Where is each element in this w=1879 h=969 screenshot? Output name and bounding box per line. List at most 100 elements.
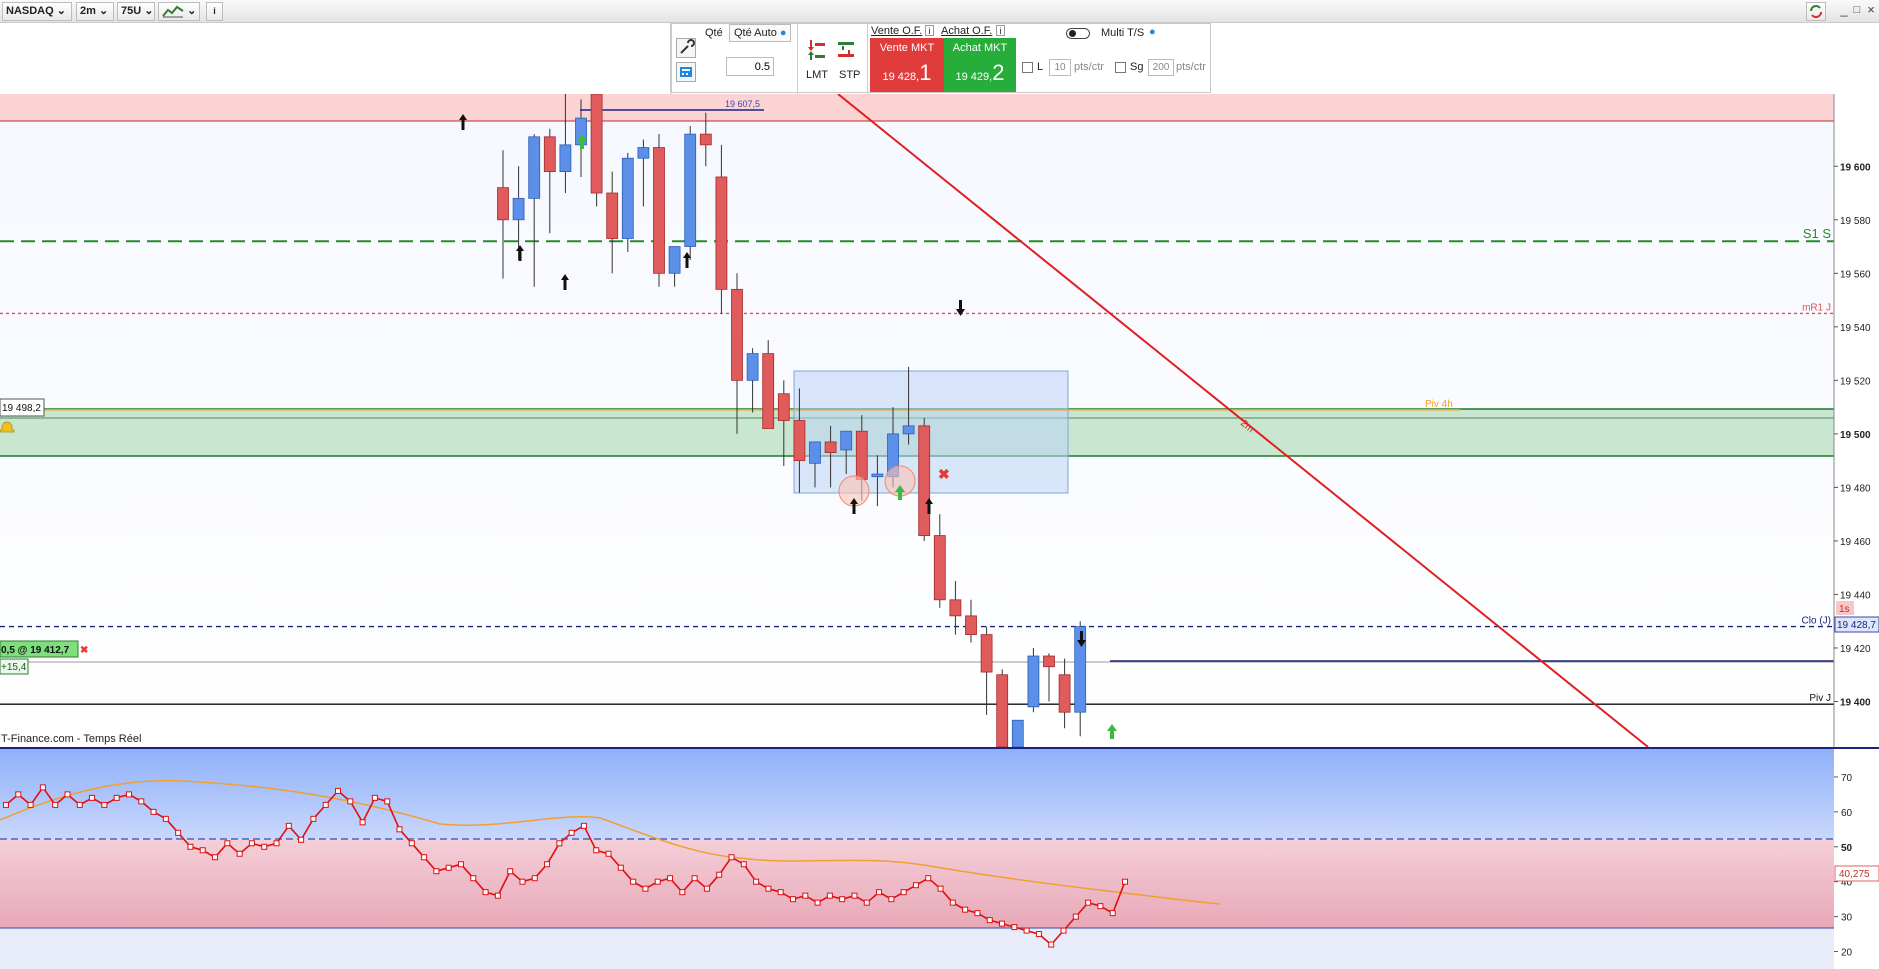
info-icon: i bbox=[213, 6, 216, 16]
last-price-badge-label: 1s bbox=[1839, 604, 1850, 615]
alert-tag[interactable] bbox=[0, 398, 45, 417]
candle bbox=[497, 187, 509, 221]
rsi-point bbox=[310, 815, 317, 822]
rsi-point bbox=[273, 840, 280, 847]
rsi-tick-label: 70 bbox=[1841, 773, 1853, 784]
rsi-overbought-zone bbox=[0, 749, 1834, 839]
chart-type-icon bbox=[162, 5, 184, 18]
arrow-up-icon bbox=[561, 274, 569, 290]
candle bbox=[980, 634, 993, 673]
rsi-point bbox=[457, 861, 464, 868]
candle bbox=[1011, 719, 1024, 748]
rsi-point bbox=[1122, 878, 1128, 885]
position-tag[interactable] bbox=[0, 640, 79, 658]
arrow-up-icon bbox=[683, 252, 691, 268]
rsi-point bbox=[679, 889, 686, 896]
rsi-point bbox=[101, 801, 108, 808]
pl-tag bbox=[0, 658, 29, 675]
rsi-point bbox=[298, 836, 305, 843]
close-icon[interactable]: × bbox=[1867, 2, 1875, 17]
rsi-point bbox=[347, 798, 354, 805]
rsi-point bbox=[187, 843, 194, 850]
calculator-icon bbox=[680, 67, 692, 77]
rsi-point bbox=[494, 892, 501, 899]
arrow-up-icon bbox=[459, 114, 467, 130]
symbol-label: NASDAQ bbox=[6, 5, 54, 17]
last-price-tag bbox=[1834, 616, 1879, 633]
sync-button[interactable] bbox=[1806, 2, 1826, 21]
buy-info-icon[interactable]: i bbox=[996, 25, 1005, 36]
rsi-point bbox=[740, 861, 747, 868]
rsi-point bbox=[667, 875, 674, 882]
price-axis[interactable]: 19 600 19 580 19 560 19 540 19 520 19 500 19 4… bbox=[1834, 162, 1871, 709]
price-tick-label: 19 420 bbox=[1840, 644, 1871, 655]
candle bbox=[777, 393, 790, 421]
stp-button[interactable] bbox=[835, 38, 859, 64]
rsi-point bbox=[765, 885, 772, 892]
candle bbox=[933, 535, 946, 601]
rsi-point bbox=[949, 899, 956, 906]
sell-of-label[interactable]: Vente O.F. bbox=[871, 25, 923, 37]
sg-checkbox[interactable] bbox=[1115, 62, 1126, 73]
rsi-point bbox=[1085, 899, 1092, 906]
candle bbox=[824, 441, 837, 454]
rsi-point bbox=[986, 917, 993, 924]
settings-button[interactable] bbox=[676, 38, 696, 58]
sg-input[interactable] bbox=[1148, 59, 1174, 76]
candle bbox=[1074, 626, 1087, 713]
timeframe-selector[interactable]: 2m ⌄ bbox=[76, 2, 114, 21]
close-position-icon[interactable]: ✖ bbox=[80, 645, 88, 656]
symbol-selector[interactable]: NASDAQ ⌄ bbox=[2, 2, 72, 21]
rsi-value-label: 40,275 bbox=[1839, 869, 1870, 880]
rsi-point bbox=[261, 843, 268, 850]
rsi-point bbox=[175, 829, 182, 836]
l-checkbox[interactable] bbox=[1022, 62, 1033, 73]
rsi-point bbox=[900, 889, 907, 896]
chart-type-selector[interactable]: ⌄ bbox=[158, 2, 200, 21]
units-selector[interactable]: 75U ⌄ bbox=[117, 2, 155, 21]
multi-ts-label: Multi T/S bbox=[1101, 27, 1145, 39]
last-price-badge bbox=[1836, 601, 1854, 615]
rsi-point bbox=[138, 798, 145, 805]
calculator-button[interactable] bbox=[676, 62, 696, 82]
rsi-point bbox=[1023, 927, 1030, 934]
maximize-icon[interactable]: □ bbox=[1853, 4, 1861, 16]
rsi-point bbox=[421, 854, 428, 861]
buy-of-label[interactable]: Achat O.F. bbox=[941, 25, 993, 37]
buy-mkt-button[interactable]: Achat MKT 19 429,2 bbox=[944, 38, 1016, 92]
candle bbox=[918, 425, 931, 536]
candle bbox=[590, 94, 603, 194]
rsi-tick-label: 60 bbox=[1841, 808, 1853, 819]
candle bbox=[855, 430, 868, 480]
sell-info-icon[interactable]: i bbox=[925, 25, 934, 36]
rsi-point bbox=[999, 920, 1006, 927]
buy-price: 19 429, bbox=[955, 71, 993, 83]
qty-input[interactable] bbox=[726, 57, 774, 76]
rsi-point bbox=[531, 875, 538, 882]
chevron-down-icon: ⌄ bbox=[144, 5, 154, 17]
candle bbox=[1058, 674, 1071, 713]
rsi-point bbox=[617, 864, 624, 871]
rsi-point bbox=[814, 899, 821, 906]
qty-auto-toggle[interactable]: Qté Auto ● bbox=[729, 24, 791, 42]
info-button[interactable]: i bbox=[206, 2, 223, 21]
price-tick-label: 19 580 bbox=[1840, 216, 1871, 227]
rsi-point bbox=[507, 868, 514, 875]
rsi-tick-label: 50 bbox=[1841, 843, 1853, 854]
lmt-button[interactable] bbox=[805, 38, 829, 64]
l-input[interactable] bbox=[1049, 59, 1071, 76]
source-label: T-Finance.com - Temps Réel bbox=[1, 733, 141, 745]
sell-mkt-button[interactable]: Vente MKT 19 428,1 bbox=[870, 38, 944, 92]
price-tick-label: 19 480 bbox=[1840, 483, 1871, 494]
price-tick-label: 19 560 bbox=[1840, 269, 1871, 280]
multi-ts-toggle[interactable] bbox=[1066, 28, 1090, 39]
rsi-point bbox=[52, 801, 59, 808]
trend-line[interactable] bbox=[837, 94, 1649, 748]
rsi-point bbox=[1035, 931, 1042, 938]
minimize-icon[interactable]: _ bbox=[1840, 2, 1848, 17]
buy-price-digit: 2 bbox=[992, 60, 1005, 85]
rsi-point bbox=[777, 889, 784, 896]
rsi-point bbox=[125, 791, 132, 798]
candle bbox=[512, 197, 525, 221]
